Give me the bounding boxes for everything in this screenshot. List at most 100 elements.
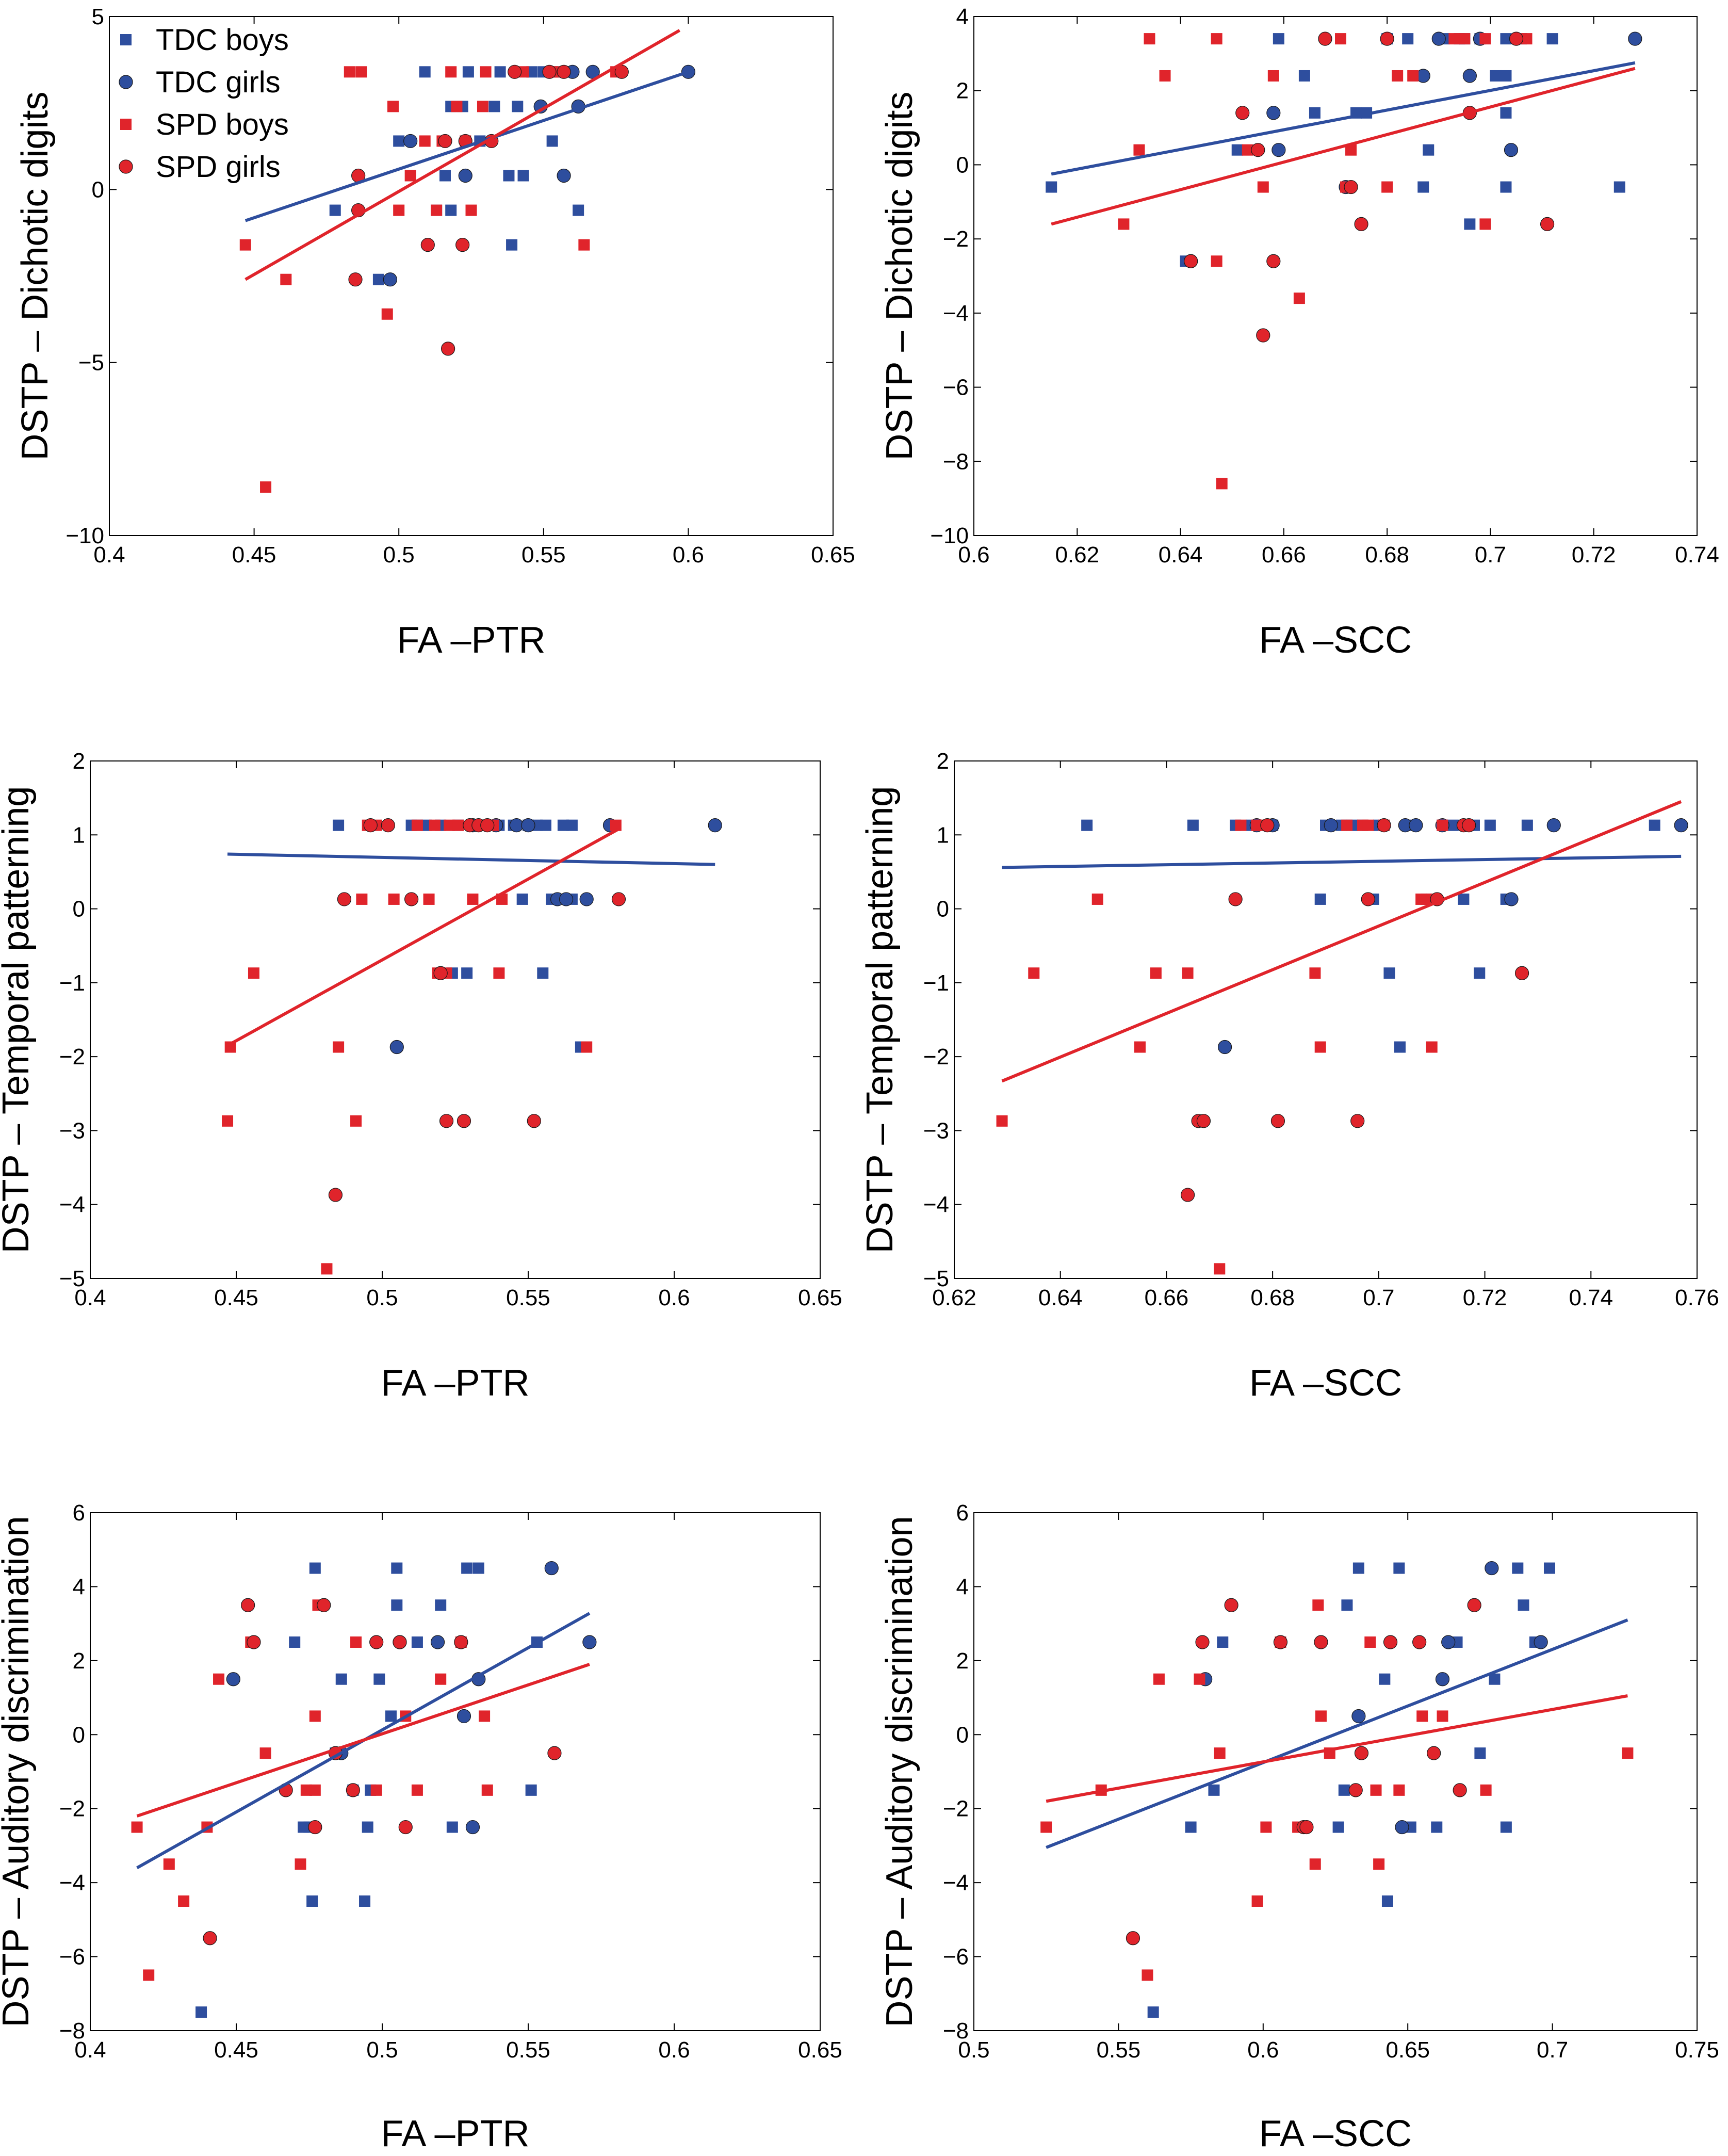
data-point xyxy=(333,1041,345,1053)
data-point xyxy=(1251,143,1265,157)
data-point xyxy=(1270,1114,1285,1128)
data-point xyxy=(1628,31,1642,46)
data-point xyxy=(1674,818,1688,833)
data-point xyxy=(1266,106,1281,120)
x-tick-label: 0.45 xyxy=(214,1285,258,1310)
data-point xyxy=(411,819,423,831)
y-tick-label: 2 xyxy=(73,749,85,774)
data-point xyxy=(1500,1821,1512,1833)
x-tick-label: 0.62 xyxy=(1055,542,1099,568)
y-tick-label: 4 xyxy=(956,4,969,29)
data-point xyxy=(1395,1820,1409,1835)
x-tick-label: 0.65 xyxy=(1385,2037,1430,2063)
data-point xyxy=(1214,1747,1226,1759)
data-point xyxy=(1462,818,1476,833)
data-point xyxy=(280,273,292,285)
data-point xyxy=(467,893,479,905)
y-tick-label: −4 xyxy=(943,1870,969,1895)
legend-label: TDC boys xyxy=(156,23,289,57)
y-tick-label: 2 xyxy=(956,78,969,104)
data-point xyxy=(259,1747,271,1759)
data-point xyxy=(1416,1710,1428,1722)
y-tick-label: −8 xyxy=(59,2018,85,2044)
data-point xyxy=(1256,328,1270,343)
data-point xyxy=(438,134,452,149)
data-point xyxy=(1437,1710,1448,1722)
y-tick-label: −4 xyxy=(943,301,969,326)
data-point xyxy=(300,1784,312,1796)
data-point xyxy=(226,1672,240,1687)
data-point xyxy=(439,170,451,182)
y-axis-title: DSTP – Auditory discrimination xyxy=(879,1516,920,2027)
fit-line-tdc xyxy=(227,852,715,866)
data-point xyxy=(527,1114,541,1128)
x-tick-label: 0.6 xyxy=(658,1285,690,1310)
data-point xyxy=(573,204,584,216)
data-point xyxy=(1504,143,1519,157)
series-spd-boys xyxy=(131,1599,493,1981)
data-point xyxy=(203,1931,217,1946)
x-tick-label: 0.7 xyxy=(1537,2037,1568,2063)
data-point xyxy=(480,66,492,78)
y-tick-label: −1 xyxy=(923,970,949,996)
data-point xyxy=(503,170,515,182)
data-point xyxy=(1504,892,1519,906)
data-point xyxy=(1407,70,1419,82)
data-point xyxy=(557,64,571,79)
data-point xyxy=(1147,2006,1159,2018)
data-point xyxy=(1184,254,1198,268)
fit-line-tdc xyxy=(1051,61,1636,176)
data-point xyxy=(1364,1636,1376,1648)
data-point xyxy=(1474,1747,1486,1759)
data-point xyxy=(391,1562,403,1574)
x-tick-label: 0.45 xyxy=(214,2037,258,2063)
data-point xyxy=(1314,1041,1326,1053)
y-tick-label: −8 xyxy=(943,2018,969,2044)
data-point xyxy=(1314,893,1326,905)
y-tick-label: −2 xyxy=(923,1044,949,1069)
data-point xyxy=(222,1115,234,1127)
fit-line-spd xyxy=(136,1663,590,1818)
data-point xyxy=(1431,31,1446,46)
series-spd-girls xyxy=(348,64,629,356)
data-point xyxy=(350,1636,362,1648)
data-point xyxy=(308,1820,322,1835)
y-tick-label: −6 xyxy=(943,375,969,400)
x-tick-label: 0.72 xyxy=(1463,1285,1507,1310)
x-tick-label: 0.7 xyxy=(1363,1285,1394,1310)
data-point xyxy=(610,819,622,831)
scatter-panel-2: 0.6 0.62 0.64 0.66 0.68 0.7 0.72 0.74 −10 −8 −6 −4 −… xyxy=(879,4,1719,661)
data-point xyxy=(411,1636,423,1648)
data-point xyxy=(1423,144,1434,156)
data-point xyxy=(391,1599,403,1611)
data-point xyxy=(247,1635,261,1649)
data-point xyxy=(398,1820,413,1835)
data-point xyxy=(1518,1599,1529,1611)
data-point xyxy=(1453,1783,1467,1797)
y-tick-label: −5 xyxy=(923,1266,949,1291)
data-point xyxy=(1490,70,1502,82)
data-point xyxy=(381,308,393,320)
data-point xyxy=(163,1858,175,1870)
x-tick-label: 0.76 xyxy=(1675,1285,1719,1310)
y-tick-label: 6 xyxy=(73,1500,85,1526)
y-tick-label: 1 xyxy=(73,822,85,848)
data-point xyxy=(1134,1041,1146,1053)
data-point xyxy=(1293,293,1305,304)
data-point xyxy=(1348,1783,1363,1797)
data-point xyxy=(1260,818,1275,833)
data-point xyxy=(452,819,464,831)
data-point xyxy=(540,819,551,831)
x-tick-label: 0.66 xyxy=(1145,1285,1189,1310)
data-point xyxy=(433,966,448,980)
data-point xyxy=(1361,892,1375,906)
legend-marker xyxy=(119,159,133,174)
data-point xyxy=(372,273,384,285)
x-tick-label: 0.5 xyxy=(366,1285,398,1310)
y-axis-title: DSTP – Dichotic digits xyxy=(879,92,920,461)
data-point xyxy=(1273,1635,1288,1649)
data-point xyxy=(420,238,435,252)
y-tick-label: 0 xyxy=(937,897,949,922)
data-point xyxy=(465,1820,480,1835)
data-point xyxy=(480,818,495,833)
